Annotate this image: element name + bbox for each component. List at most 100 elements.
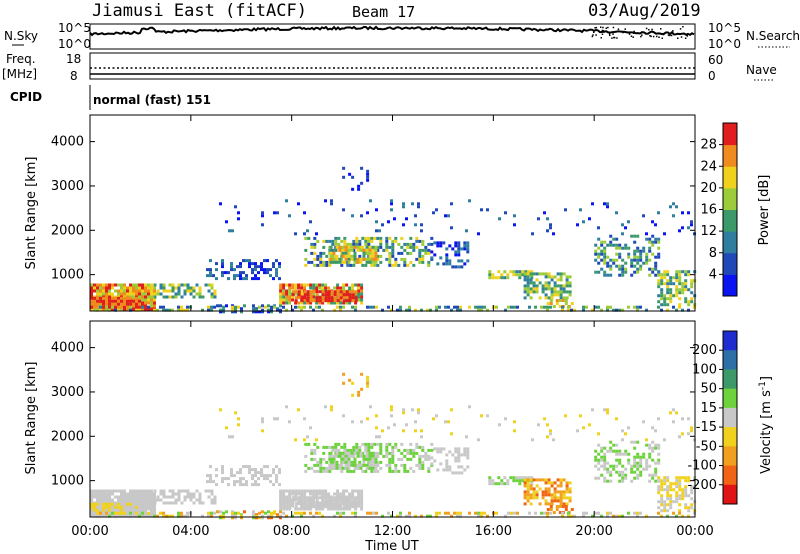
freq-tick-top: 18 [66, 52, 81, 66]
velocity-cell [138, 495, 141, 499]
power-cell [367, 239, 371, 243]
velocity-cell [466, 465, 470, 469]
velocity-cell [681, 494, 685, 498]
velocity-cell [541, 493, 545, 497]
velocity-cell [93, 502, 96, 506]
power-cell [108, 308, 111, 312]
velocity-cell [491, 479, 495, 483]
power-cell [524, 270, 528, 274]
velocity-cell [453, 511, 456, 515]
velocity-cell [105, 511, 108, 515]
power-cell [606, 264, 610, 268]
power-cell [523, 290, 527, 294]
velocity-cell [285, 489, 289, 493]
power-cell [474, 305, 477, 309]
velocity-cell [168, 501, 172, 505]
power-cell [237, 305, 240, 309]
nsearch-dot [612, 33, 614, 35]
velocity-cell [174, 498, 178, 502]
velocity-cell [356, 451, 360, 455]
power-cell [99, 292, 102, 296]
power-cell [356, 257, 360, 261]
velocity-cell [538, 487, 542, 491]
power-cell [93, 305, 96, 309]
power-cell [486, 208, 489, 212]
velocity-cell [503, 476, 507, 480]
power-cell [657, 246, 661, 250]
power-cell [406, 263, 410, 267]
power-cell [663, 276, 667, 280]
power-cell [123, 292, 126, 296]
power-cell [198, 292, 202, 296]
velocity-cell [627, 461, 631, 465]
power-cell [636, 267, 640, 271]
power-cell [570, 302, 574, 305]
power-cell [120, 283, 123, 287]
velocity-cell [354, 498, 358, 502]
velocity-cell [538, 478, 542, 482]
velocity-cell [349, 469, 353, 473]
velocity-cell [316, 469, 320, 473]
velocity-cell [503, 482, 507, 486]
velocity-cell [460, 453, 464, 457]
power-cell [657, 294, 661, 298]
velocity-cell [603, 467, 607, 471]
velocity-cell [406, 457, 410, 461]
velocity-cell [270, 516, 273, 520]
velocity-cell [337, 448, 341, 452]
power-cell [114, 283, 117, 287]
velocity-cell [369, 511, 372, 515]
velocity-cell [388, 469, 392, 473]
power-cell [621, 273, 625, 277]
velocity-cell [315, 492, 319, 496]
velocity-cell [252, 513, 255, 517]
power-cell [120, 289, 123, 293]
velocity-cell [150, 495, 153, 499]
velocity-cell [367, 448, 371, 452]
velocity-cell [356, 463, 360, 467]
power-cell [337, 242, 341, 246]
power-cell [645, 237, 649, 241]
velocity-cell [657, 458, 661, 462]
power-cell [642, 249, 646, 253]
power-cell [391, 242, 395, 246]
power-cell [445, 259, 449, 263]
velocity-cell [421, 466, 425, 470]
power-cell [388, 254, 392, 258]
velocity-cell [527, 476, 531, 480]
power-cell [415, 239, 419, 243]
velocity-cell [129, 495, 132, 499]
power-cell [309, 301, 313, 305]
power-cell [309, 305, 312, 309]
power-cell [672, 294, 676, 298]
velocity-cell [553, 487, 557, 491]
power-cell [310, 251, 314, 255]
nsearch-dot [680, 36, 683, 38]
power-cell [322, 260, 326, 264]
velocity-cell [330, 408, 333, 412]
power-cell [313, 245, 317, 249]
velocity-cell [633, 455, 637, 459]
power-cell [221, 259, 224, 263]
power-cell [138, 295, 141, 299]
power-cell [559, 287, 563, 291]
velocity-cell [565, 484, 569, 488]
power-cell [162, 295, 166, 299]
power-cell [339, 290, 343, 294]
power-cell [325, 260, 329, 264]
power-cell [546, 308, 549, 312]
power-cell [147, 283, 150, 287]
velocity-cell [597, 432, 600, 436]
power-cell [309, 299, 313, 303]
velocity-cell [504, 514, 507, 518]
power-cell [657, 211, 660, 215]
power-cell [254, 262, 257, 266]
power-cell [651, 220, 654, 224]
power-cell [460, 265, 464, 269]
velocity-cell [111, 502, 114, 506]
power-cell [550, 287, 554, 291]
velocity-cell [483, 511, 486, 515]
velocity-cell [488, 479, 492, 483]
velocity-cell [371, 460, 375, 464]
power-cell [457, 259, 461, 263]
